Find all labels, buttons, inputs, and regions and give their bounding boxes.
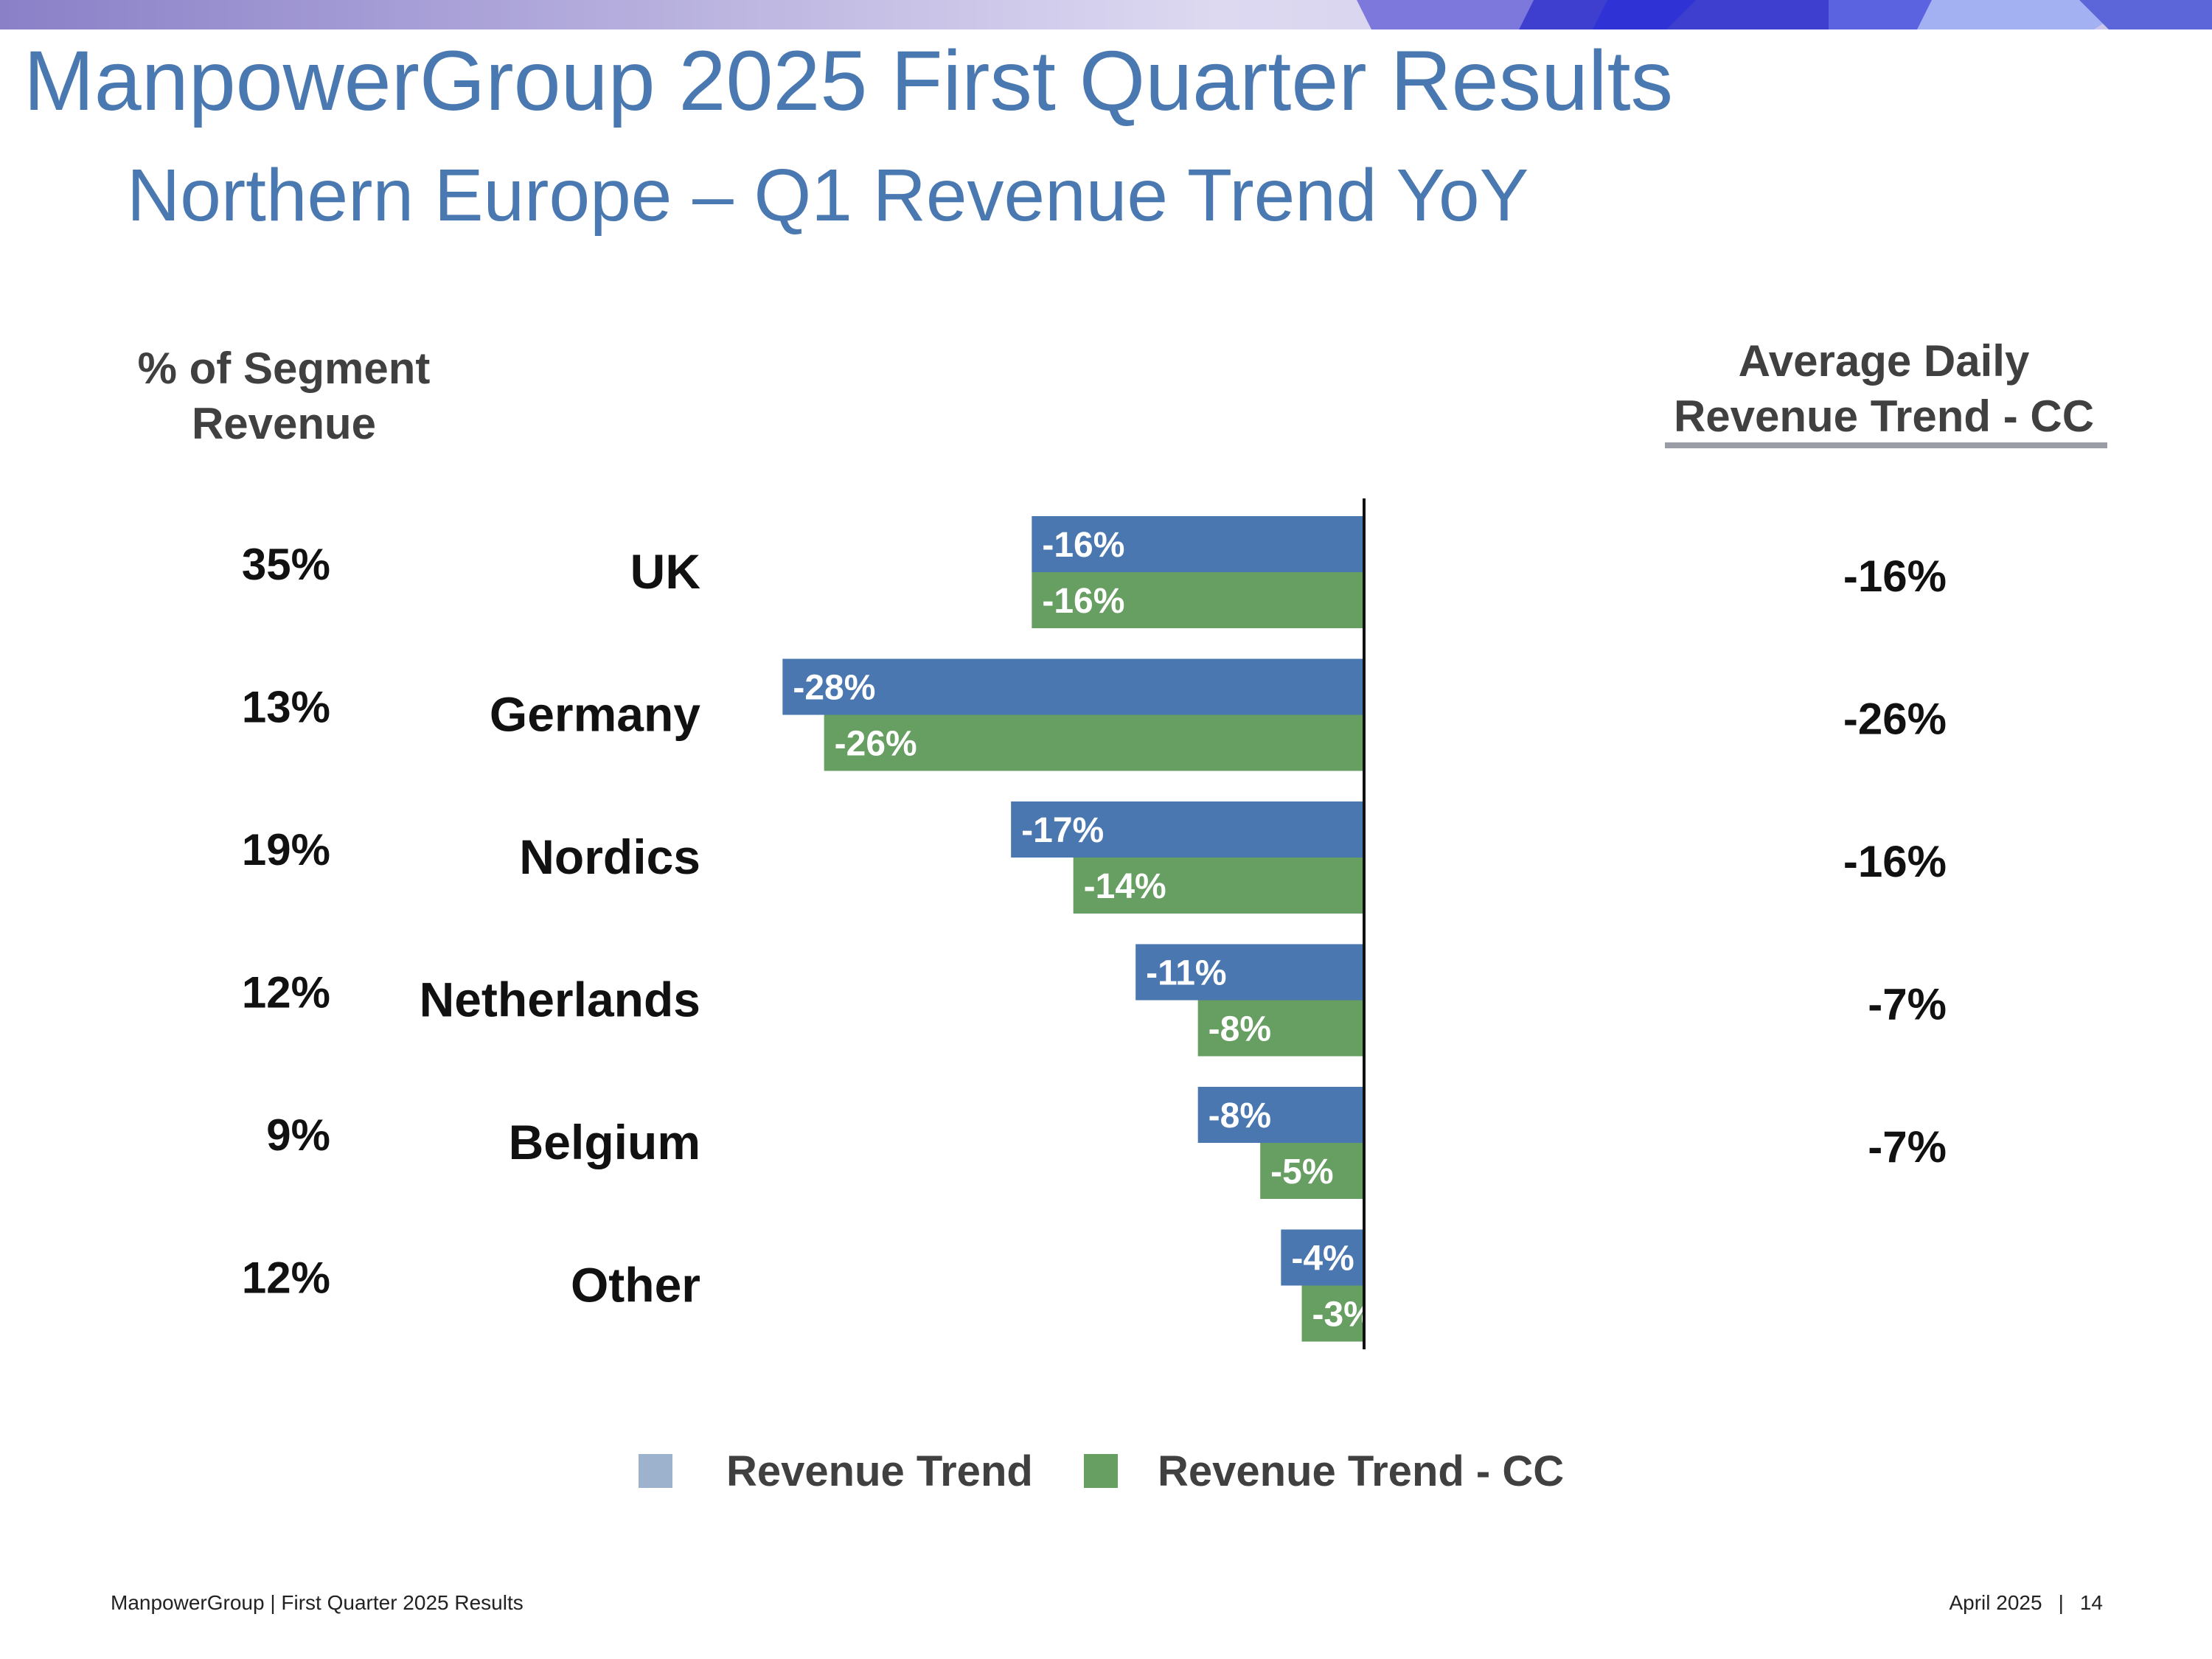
segment-revenue-header: % of Segment Revenue: [125, 341, 442, 451]
average-daily-header: Average Daily Revenue Trend - CC: [1659, 333, 2109, 444]
data-label-revenue-trend-germany: -28%: [793, 669, 875, 708]
category-label-germany: Germany: [490, 687, 700, 742]
data-label-revenue-trend-cc-germany: -26%: [835, 725, 917, 764]
bar-revenue-trend-cc-other: [1301, 1285, 1364, 1342]
category-label-other: Other: [571, 1258, 700, 1312]
top-decorative-bar: [0, 0, 2212, 29]
bar-revenue-trend-nordics: [1011, 801, 1364, 858]
segment-share-belgium: 9%: [266, 1110, 330, 1160]
bar-revenue-trend-uk: [1032, 516, 1364, 572]
average-daily-cc-belgium: -7%: [1868, 1122, 1947, 1172]
footer-date: April 2025: [1949, 1591, 2042, 1614]
bar-revenue-trend-cc-uk: [1032, 572, 1364, 628]
segment-share-netherlands: 12%: [242, 968, 330, 1018]
segment-revenue-header-line2: Revenue: [191, 399, 377, 448]
bar-revenue-trend-germany: [782, 658, 1364, 715]
average-daily-cc-uk: -16%: [1843, 552, 1947, 601]
data-label-revenue-trend-cc-netherlands: -8%: [1208, 1010, 1271, 1049]
legend-swatch-revenue-trend: [639, 1454, 672, 1488]
footer-company-title: ManpowerGroup | First Quarter 2025 Resul…: [111, 1591, 524, 1614]
category-label-belgium: Belgium: [509, 1115, 700, 1169]
segment-revenue-header-line1: % of Segment: [137, 344, 431, 393]
data-label-revenue-trend-uk: -16%: [1042, 526, 1124, 565]
page-number: 14: [2079, 1591, 2103, 1614]
data-label-revenue-trend-belgium: -8%: [1208, 1096, 1271, 1135]
bar-revenue-trend-other: [1281, 1229, 1364, 1286]
average-daily-header-underline: [1665, 442, 2107, 448]
legend-label-revenue-trend: Revenue Trend: [726, 1447, 1033, 1495]
average-daily-cc-germany: -26%: [1843, 695, 1947, 744]
segment-share-other: 12%: [242, 1253, 330, 1303]
bar-revenue-trend-cc-belgium: [1260, 1143, 1364, 1199]
legend-label-revenue-trend-cc: Revenue Trend - CC: [1158, 1447, 1564, 1495]
bar-revenue-trend-cc-netherlands: [1197, 1000, 1364, 1057]
bar-revenue-trend-netherlands: [1135, 944, 1364, 1001]
bar-revenue-trend-cc-germany: [824, 714, 1364, 771]
page-title: ManpowerGroup 2025 First Quarter Results: [24, 34, 1674, 128]
legend-swatch-revenue-trend-cc: [1084, 1454, 1118, 1488]
segment-share-germany: 13%: [242, 683, 330, 732]
footer-separator: |: [2058, 1591, 2064, 1614]
data-label-revenue-trend-cc-uk: -16%: [1042, 582, 1124, 621]
category-label-uk: UK: [630, 544, 701, 599]
segment-share-uk: 35%: [242, 540, 330, 589]
segment-share-nordics: 19%: [242, 825, 330, 874]
data-label-revenue-trend-netherlands: -11%: [1146, 954, 1226, 993]
average-daily-header-line2: Revenue Trend - CC: [1673, 392, 2095, 441]
data-label-revenue-trend-other: -4%: [1291, 1239, 1354, 1279]
average-daily-cc-nordics: -16%: [1843, 837, 1947, 886]
data-label-revenue-trend-cc-other: -3%: [1312, 1295, 1375, 1335]
bar-revenue-trend-belgium: [1197, 1087, 1364, 1143]
footer-right: April 2025 | 14: [1949, 1591, 2103, 1615]
data-label-revenue-trend-cc-belgium: -5%: [1270, 1152, 1333, 1192]
category-label-netherlands: Netherlands: [420, 973, 700, 1027]
category-label-nordics: Nordics: [519, 830, 700, 884]
bar-revenue-trend-cc-nordics: [1073, 858, 1364, 914]
data-label-revenue-trend-cc-nordics: -14%: [1084, 867, 1166, 906]
average-daily-cc-netherlands: -7%: [1868, 980, 1947, 1029]
average-daily-header-line1: Average Daily: [1738, 336, 2030, 386]
data-label-revenue-trend-nordics: -17%: [1021, 811, 1104, 850]
chart-subtitle: Northern Europe – Q1 Revenue Trend YoY: [127, 154, 1529, 237]
